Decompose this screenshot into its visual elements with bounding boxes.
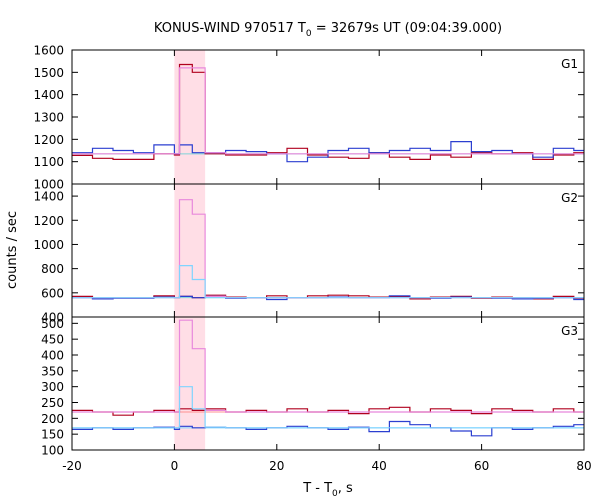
y-axis-label: counts / sec (5, 211, 20, 289)
y-tick-label-g3: 200 (41, 412, 64, 426)
y-tick-label-g1: 1000 (33, 178, 64, 192)
x-tick-label: 40 (372, 459, 387, 473)
x-tick-label: 20 (269, 459, 284, 473)
y-tick-label-g1: 1400 (33, 88, 64, 102)
y-tick-label-g1: 1200 (33, 133, 64, 147)
series-step-line-g2-3 (72, 265, 584, 299)
series-step-line-g1-2 (72, 67, 584, 155)
y-tick-label-g3: 350 (41, 364, 64, 378)
y-tick-label-g1: 1300 (33, 111, 64, 125)
x-tick-label: 0 (171, 459, 179, 473)
x-tick-label: 60 (474, 459, 489, 473)
series-step-line-g2-2 (72, 199, 584, 299)
y-tick-label-g2: 1200 (33, 214, 64, 228)
y-tick-label-g3: 450 (41, 333, 64, 347)
series-layer (72, 63, 584, 437)
series-step-line-g3-2 (72, 319, 584, 413)
panel-label-g2: G2 (561, 191, 578, 205)
y-tick-label-g2: 1400 (33, 190, 64, 204)
y-tick-label-g1: 1600 (33, 44, 64, 58)
x-axis-label-subscript: 0 (332, 489, 338, 499)
y-tick-label-g2: 400 (41, 311, 64, 325)
y-tick-label-g3: 250 (41, 396, 64, 410)
x-tick-label: -20 (62, 459, 82, 473)
y-tick-label-g3: 150 (41, 428, 64, 442)
y-tick-label-g3: 400 (41, 349, 64, 363)
chart-title-main: KONUS-WIND 970517 T (154, 21, 306, 36)
y-tick-label-g2: 600 (41, 286, 64, 300)
axes-layer: 1000110012001300140015001600G14006008001… (33, 44, 591, 474)
y-tick-label-g3: 500 (41, 317, 64, 331)
series-step-line-g3-1 (72, 420, 584, 437)
panel-frame-g1 (71, 49, 585, 185)
y-tick-label-g2: 800 (41, 262, 64, 276)
x-axis-label-main: T - T (302, 481, 332, 496)
fit-lines-layer (72, 153, 584, 429)
series-step-line-g3-3 (72, 386, 584, 429)
y-tick-label-g3: 300 (41, 380, 64, 394)
x-axis-label: T - T0, s (302, 481, 353, 499)
series-step-line-g1-1 (72, 141, 584, 163)
y-tick-label-g3: 100 (41, 444, 64, 458)
y-tick-label-g1: 1100 (33, 155, 64, 169)
x-tick-label: 80 (576, 459, 591, 473)
y-tick-label-g2: 1000 (33, 238, 64, 252)
chart-title: KONUS-WIND 970517 T0 = 32679s UT (09:04:… (154, 21, 502, 39)
y-tick-label-g1: 1500 (33, 66, 64, 80)
panel-frame-g3 (71, 316, 585, 451)
panel-label-g1: G1 (561, 57, 578, 71)
x-axis-label-rest: , s (338, 481, 353, 496)
panel-label-g3: G3 (561, 324, 578, 338)
series-step-line-g3-0 (72, 406, 584, 416)
chart-title-subscript: 0 (306, 29, 312, 39)
chart-title-rest: = 32679s UT (09:04:39.000) (312, 21, 502, 36)
series-step-line-g1-0 (72, 63, 584, 160)
